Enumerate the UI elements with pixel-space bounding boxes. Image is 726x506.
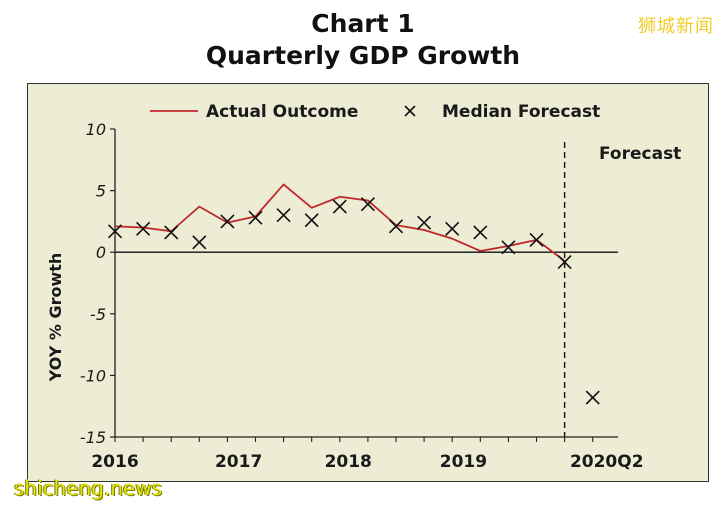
y-tick-label: 5 bbox=[96, 182, 106, 201]
forecast-marker bbox=[304, 213, 319, 228]
forecast-marker bbox=[276, 208, 291, 223]
x-tick-label: 2018 bbox=[325, 452, 372, 472]
x-tick-label: 2017 bbox=[215, 452, 262, 472]
forecast-marker bbox=[107, 224, 123, 239]
gdp-growth-chart: Actual Outcome Median Forecast YOY % Gro… bbox=[46, 102, 681, 472]
legend-forecast-marker bbox=[404, 105, 416, 117]
forecast-marker bbox=[529, 232, 544, 247]
forecast-marker bbox=[192, 235, 207, 250]
forecast-marker bbox=[501, 240, 516, 255]
y-tick-label: -5 bbox=[90, 305, 106, 324]
forecast-marker bbox=[136, 221, 151, 236]
forecast-label: Forecast bbox=[599, 144, 681, 164]
forecast-marker bbox=[557, 254, 572, 270]
forecast-marker bbox=[445, 221, 460, 236]
chart-area: Actual Outcome Median Forecast YOY % Gro… bbox=[27, 83, 709, 482]
forecast-marker bbox=[473, 225, 488, 240]
forecast-marker bbox=[220, 214, 235, 229]
legend-actual-label: Actual Outcome bbox=[206, 102, 358, 122]
forecast-marker bbox=[332, 199, 347, 214]
y-tick-label: 10 bbox=[86, 120, 106, 139]
brand-watermark: 狮城新闻 bbox=[638, 16, 714, 37]
x-tick-label: 2019 bbox=[440, 452, 487, 472]
x-tick-label: 2016 bbox=[91, 452, 138, 472]
y-tick-label: -15 bbox=[80, 428, 106, 447]
actual-outcome-line bbox=[114, 183, 566, 262]
forecast-marker bbox=[388, 219, 404, 234]
site-watermark: shicheng.news bbox=[14, 476, 163, 500]
forecast-marker bbox=[585, 390, 600, 405]
y-tick-label: 0 bbox=[96, 243, 106, 262]
x-tick-label: 2020Q2 bbox=[570, 452, 644, 472]
legend-forecast-label: Median Forecast bbox=[442, 102, 600, 122]
forecast-marker bbox=[248, 210, 263, 225]
y-axis-title: YOY % Growth bbox=[46, 253, 65, 383]
y-tick-label: -10 bbox=[80, 366, 106, 385]
forecast-marker bbox=[164, 225, 179, 240]
chart-subtitle: Quarterly GDP Growth bbox=[205, 41, 521, 70]
chart-title: Chart 1 bbox=[311, 9, 415, 38]
forecast-marker bbox=[360, 197, 375, 212]
forecast-marker bbox=[417, 215, 432, 230]
